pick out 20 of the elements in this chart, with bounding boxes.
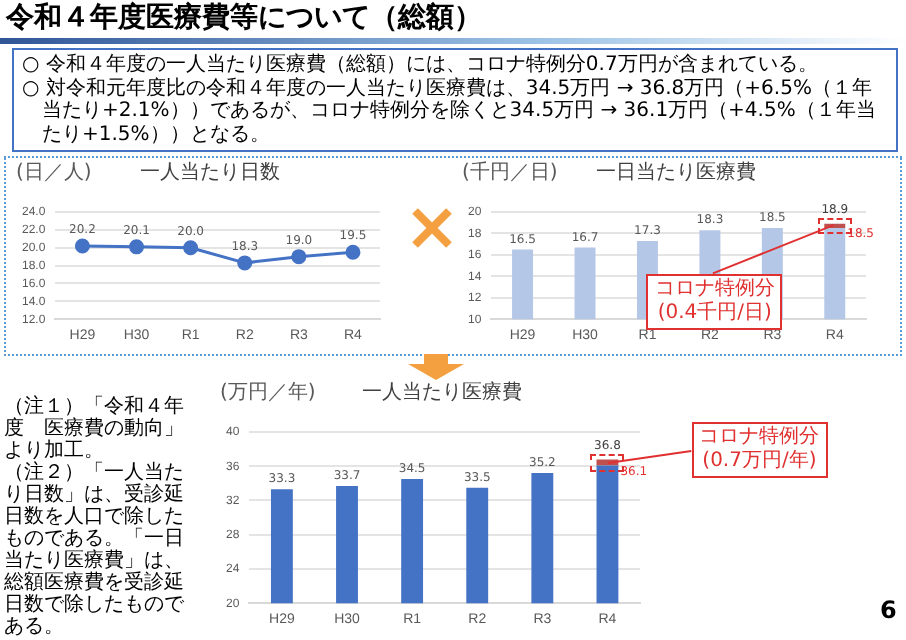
point bbox=[183, 240, 199, 256]
chart-title: 一人当たり日数 bbox=[140, 162, 280, 184]
y-axis-title: (千円／日) bbox=[462, 160, 558, 188]
chart-title: 一人当たり医療費 bbox=[362, 382, 522, 404]
point bbox=[74, 238, 90, 254]
text: （注２）「一人当たり日数」は、受診延日数を人口で除したものである。「一日当たり医療費」は、総額医療費を受診延日数で除したものである。 bbox=[4, 462, 186, 638]
text: ○ 令和４年度の一人当たり医療費（総額）には、コロナ特例分0.7万円が含まれている。 bbox=[22, 54, 820, 77]
text: ○ 対令和元年度比の令和４年度の一人当たり医療費は、34.5万円 → 36.8万円（+6.5%（１年当たり+2.1%））であるが、コロナ特例分を除くと34.5万円 → 36.1万円（+4.5%（１年当たり+1.5%））となる。 bbox=[22, 77, 878, 146]
point bbox=[345, 244, 361, 260]
annotation: コロナ特例分 (0.4千円/日) bbox=[646, 273, 783, 330]
y-axis-title: (万円／年) bbox=[220, 380, 316, 408]
text: 6 bbox=[880, 596, 899, 624]
y-axis-title: (日／人) bbox=[16, 160, 92, 188]
point bbox=[291, 249, 307, 265]
text: コロナ特例分 (0.7万円/年) bbox=[691, 422, 828, 479]
point bbox=[237, 255, 253, 271]
chart-title: 一日当たり医療費 bbox=[596, 162, 756, 184]
text: （注１）「令和４年度 医療費の動向」より加工。 bbox=[4, 396, 186, 462]
text: 令和４年度医療費等について（総額） bbox=[6, 2, 482, 36]
point bbox=[129, 239, 145, 255]
